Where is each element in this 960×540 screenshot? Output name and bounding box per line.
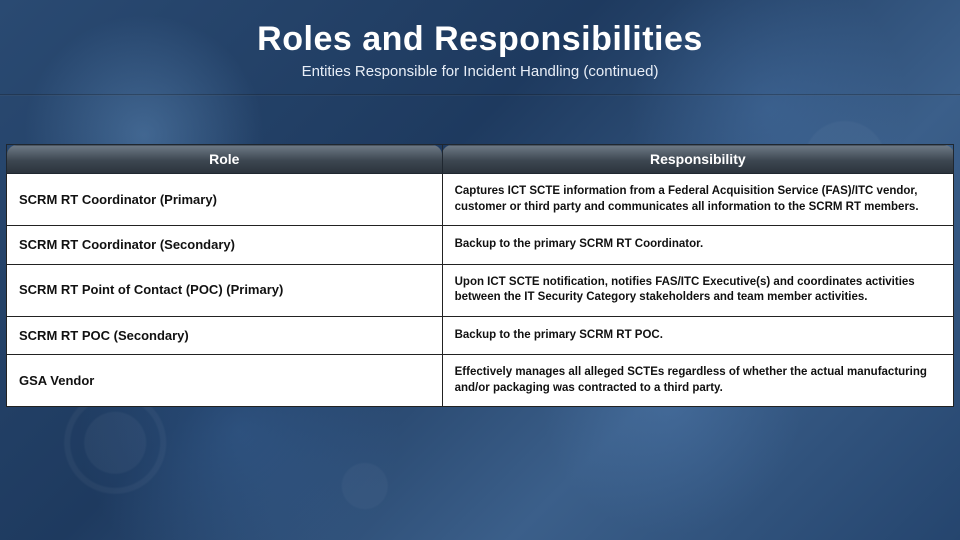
table-header-row: Role Responsibility bbox=[7, 145, 954, 174]
roles-table: Role Responsibility SCRM RT Coordinator … bbox=[6, 144, 954, 407]
table-row: GSA Vendor Effectively manages all alleg… bbox=[7, 355, 954, 407]
col-header-role: Role bbox=[7, 145, 443, 174]
responsibility-cell: Captures ICT SCTE information from a Fed… bbox=[442, 174, 953, 226]
header-divider bbox=[0, 94, 960, 96]
responsibility-cell: Backup to the primary SCRM RT POC. bbox=[442, 316, 953, 355]
responsibility-cell: Effectively manages all alleged SCTEs re… bbox=[442, 355, 953, 407]
slide: Roles and Responsibilities Entities Resp… bbox=[0, 0, 960, 540]
table-row: SCRM RT POC (Secondary) Backup to the pr… bbox=[7, 316, 954, 355]
page-title: Roles and Responsibilities bbox=[0, 20, 960, 59]
role-cell: SCRM RT POC (Secondary) bbox=[7, 316, 443, 355]
table-row: SCRM RT Coordinator (Secondary) Backup t… bbox=[7, 226, 954, 265]
role-cell: SCRM RT Point of Contact (POC) (Primary) bbox=[7, 264, 443, 316]
role-cell: SCRM RT Coordinator (Primary) bbox=[7, 174, 443, 226]
col-header-responsibility: Responsibility bbox=[442, 145, 953, 174]
responsibility-cell: Upon ICT SCTE notification, notifies FAS… bbox=[442, 264, 953, 316]
role-cell: SCRM RT Coordinator (Secondary) bbox=[7, 226, 443, 265]
table-row: SCRM RT Coordinator (Primary) Captures I… bbox=[7, 174, 954, 226]
roles-table-wrap: Role Responsibility SCRM RT Coordinator … bbox=[6, 144, 954, 407]
responsibility-cell: Backup to the primary SCRM RT Coordinato… bbox=[442, 226, 953, 265]
role-cell: GSA Vendor bbox=[7, 355, 443, 407]
page-subtitle: Entities Responsible for Incident Handli… bbox=[0, 63, 960, 80]
table-row: SCRM RT Point of Contact (POC) (Primary)… bbox=[7, 264, 954, 316]
